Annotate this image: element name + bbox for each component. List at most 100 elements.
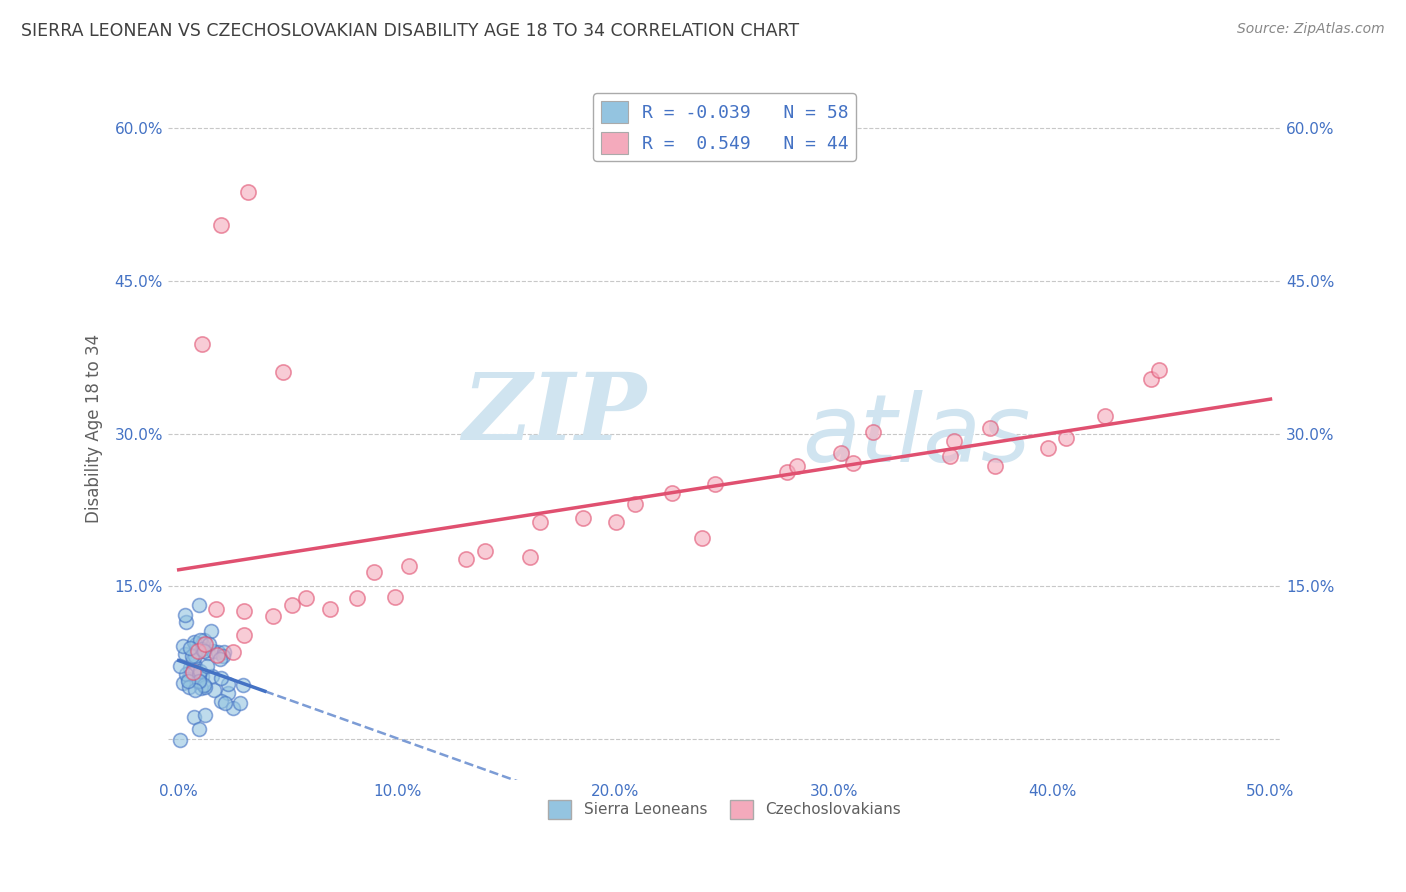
Point	[1054, 432, 1077, 446]
Point	[190, 336, 212, 351]
Point	[529, 515, 551, 529]
Point	[190, 637, 212, 651]
Point	[236, 185, 259, 199]
Point	[212, 648, 235, 663]
Point	[623, 497, 645, 511]
Point	[222, 701, 245, 715]
Point	[692, 531, 714, 545]
Point	[194, 681, 217, 695]
Point	[187, 598, 209, 612]
Point	[346, 591, 368, 605]
Point	[474, 544, 496, 558]
Point	[194, 637, 217, 651]
Point	[704, 477, 727, 491]
Point	[184, 649, 207, 664]
Point	[187, 644, 209, 658]
Point	[174, 615, 197, 629]
Point	[205, 601, 228, 615]
Point	[319, 602, 342, 616]
Y-axis label: Disability Age 18 to 34: Disability Age 18 to 34	[86, 334, 103, 523]
Point	[209, 694, 232, 708]
Point	[842, 456, 865, 470]
Point	[1140, 372, 1163, 386]
Point	[193, 678, 215, 692]
Point	[179, 640, 201, 655]
Point	[174, 667, 197, 681]
Point	[214, 696, 236, 710]
Point	[281, 598, 304, 612]
Point	[169, 659, 191, 673]
Point	[181, 665, 204, 680]
Point	[217, 677, 239, 691]
Point	[201, 668, 224, 682]
Point	[942, 434, 965, 448]
Point	[294, 591, 316, 605]
Point	[191, 642, 214, 657]
Text: ZIP: ZIP	[463, 369, 647, 459]
Point	[384, 591, 406, 605]
Point	[181, 653, 204, 667]
Point	[181, 648, 204, 663]
Point	[271, 365, 294, 379]
Point	[363, 565, 385, 579]
Point	[519, 549, 541, 564]
Point	[212, 644, 235, 658]
Point	[193, 632, 215, 647]
Point	[776, 465, 799, 479]
Point	[188, 673, 211, 688]
Text: atlas: atlas	[803, 390, 1031, 481]
Point	[174, 607, 197, 622]
Point	[187, 667, 209, 681]
Point	[233, 604, 256, 618]
Point	[190, 633, 212, 648]
Point	[183, 709, 205, 723]
Point	[197, 647, 219, 661]
Point	[232, 677, 254, 691]
Point	[184, 637, 207, 651]
Point	[183, 683, 205, 698]
Point	[661, 486, 683, 500]
Point	[194, 707, 217, 722]
Point	[786, 459, 808, 474]
Point	[190, 681, 212, 695]
Point	[862, 425, 884, 439]
Point	[209, 218, 232, 232]
Point	[1094, 409, 1116, 424]
Point	[217, 686, 239, 700]
Point	[198, 637, 221, 651]
Point	[201, 644, 224, 658]
Point	[177, 672, 200, 686]
Point	[222, 644, 245, 658]
Point	[186, 642, 208, 657]
Point	[191, 669, 214, 683]
Point	[183, 635, 205, 649]
Point	[172, 639, 194, 653]
Point	[209, 651, 232, 665]
Point	[939, 449, 962, 463]
Point	[456, 551, 478, 566]
Legend: Sierra Leoneans, Czechoslovakians: Sierra Leoneans, Czechoslovakians	[543, 794, 907, 824]
Point	[605, 516, 627, 530]
Point	[571, 511, 593, 525]
Point	[232, 628, 254, 642]
Point	[169, 733, 191, 747]
Point	[1036, 441, 1059, 455]
Point	[202, 683, 225, 698]
Point	[200, 624, 222, 639]
Point	[979, 420, 1001, 434]
Point	[398, 559, 420, 574]
Point	[179, 680, 201, 694]
Point	[172, 676, 194, 690]
Point	[184, 664, 207, 678]
Text: Source: ZipAtlas.com: Source: ZipAtlas.com	[1237, 22, 1385, 37]
Point	[830, 446, 852, 460]
Point	[177, 673, 200, 688]
Point	[209, 672, 232, 686]
Point	[1147, 363, 1170, 377]
Point	[179, 661, 201, 675]
Point	[205, 648, 228, 663]
Point	[187, 675, 209, 690]
Point	[188, 665, 211, 679]
Point	[184, 658, 207, 673]
Point	[195, 658, 218, 673]
